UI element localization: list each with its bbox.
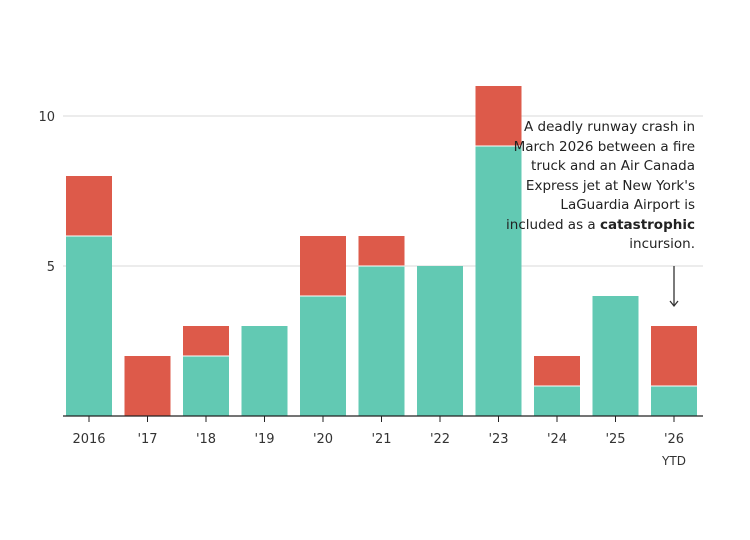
bar-top-segment	[651, 326, 697, 386]
bar-top-segment	[183, 326, 229, 356]
annotation-emphasis: catastrophic	[599, 216, 695, 233]
bar-base-segment	[592, 296, 639, 416]
x-tick-label: '26	[664, 432, 684, 447]
x-tick-label: '24	[547, 432, 567, 447]
annotation-text-main: A deadly runway crash in March 2026 betw…	[506, 119, 695, 233]
annotation-text-end: incursion.	[629, 236, 695, 252]
x-tick-label: '25	[605, 432, 625, 447]
y-tick-label: 5	[47, 260, 55, 275]
y-tick-label: 10	[38, 110, 55, 125]
x-tick-label: '19	[254, 432, 274, 447]
bar-base-segment	[66, 236, 112, 416]
bars	[66, 86, 697, 416]
x-tick-label: '17	[137, 432, 157, 447]
bar-base-segment	[475, 146, 522, 416]
x-tick-label: 2016	[72, 432, 105, 447]
bar-base-segment	[534, 386, 580, 416]
bar-top-segment	[358, 236, 405, 266]
bar-top-segment	[66, 176, 112, 236]
bar-top-segment	[124, 356, 171, 416]
bar-base-segment	[358, 266, 405, 416]
bar-top-segment	[475, 86, 522, 146]
x-tick-label: '18	[196, 432, 216, 447]
bar-base-segment	[241, 326, 288, 416]
axes: 5 10 2016 '17 '18 '19 '20 '21 '22 '23 '24 '25 '26 YTD	[38, 110, 703, 468]
annotation-text: A deadly runway crash in March 2026 betw…	[505, 118, 695, 255]
bar-base-segment	[651, 386, 697, 416]
x-tick-label: '22	[430, 432, 450, 447]
bar-base-segment	[417, 266, 463, 416]
x-tick-sublabel: YTD	[661, 454, 686, 468]
x-tick-label: '20	[313, 432, 333, 447]
bar-top-segment	[300, 236, 346, 296]
bar-base-segment	[300, 296, 346, 416]
bar-base-segment	[183, 356, 229, 416]
x-tick-label: '21	[371, 432, 391, 447]
annotation-arrow-head	[669, 300, 679, 308]
bar-top-segment	[534, 356, 580, 386]
x-tick-label: '23	[488, 432, 508, 447]
